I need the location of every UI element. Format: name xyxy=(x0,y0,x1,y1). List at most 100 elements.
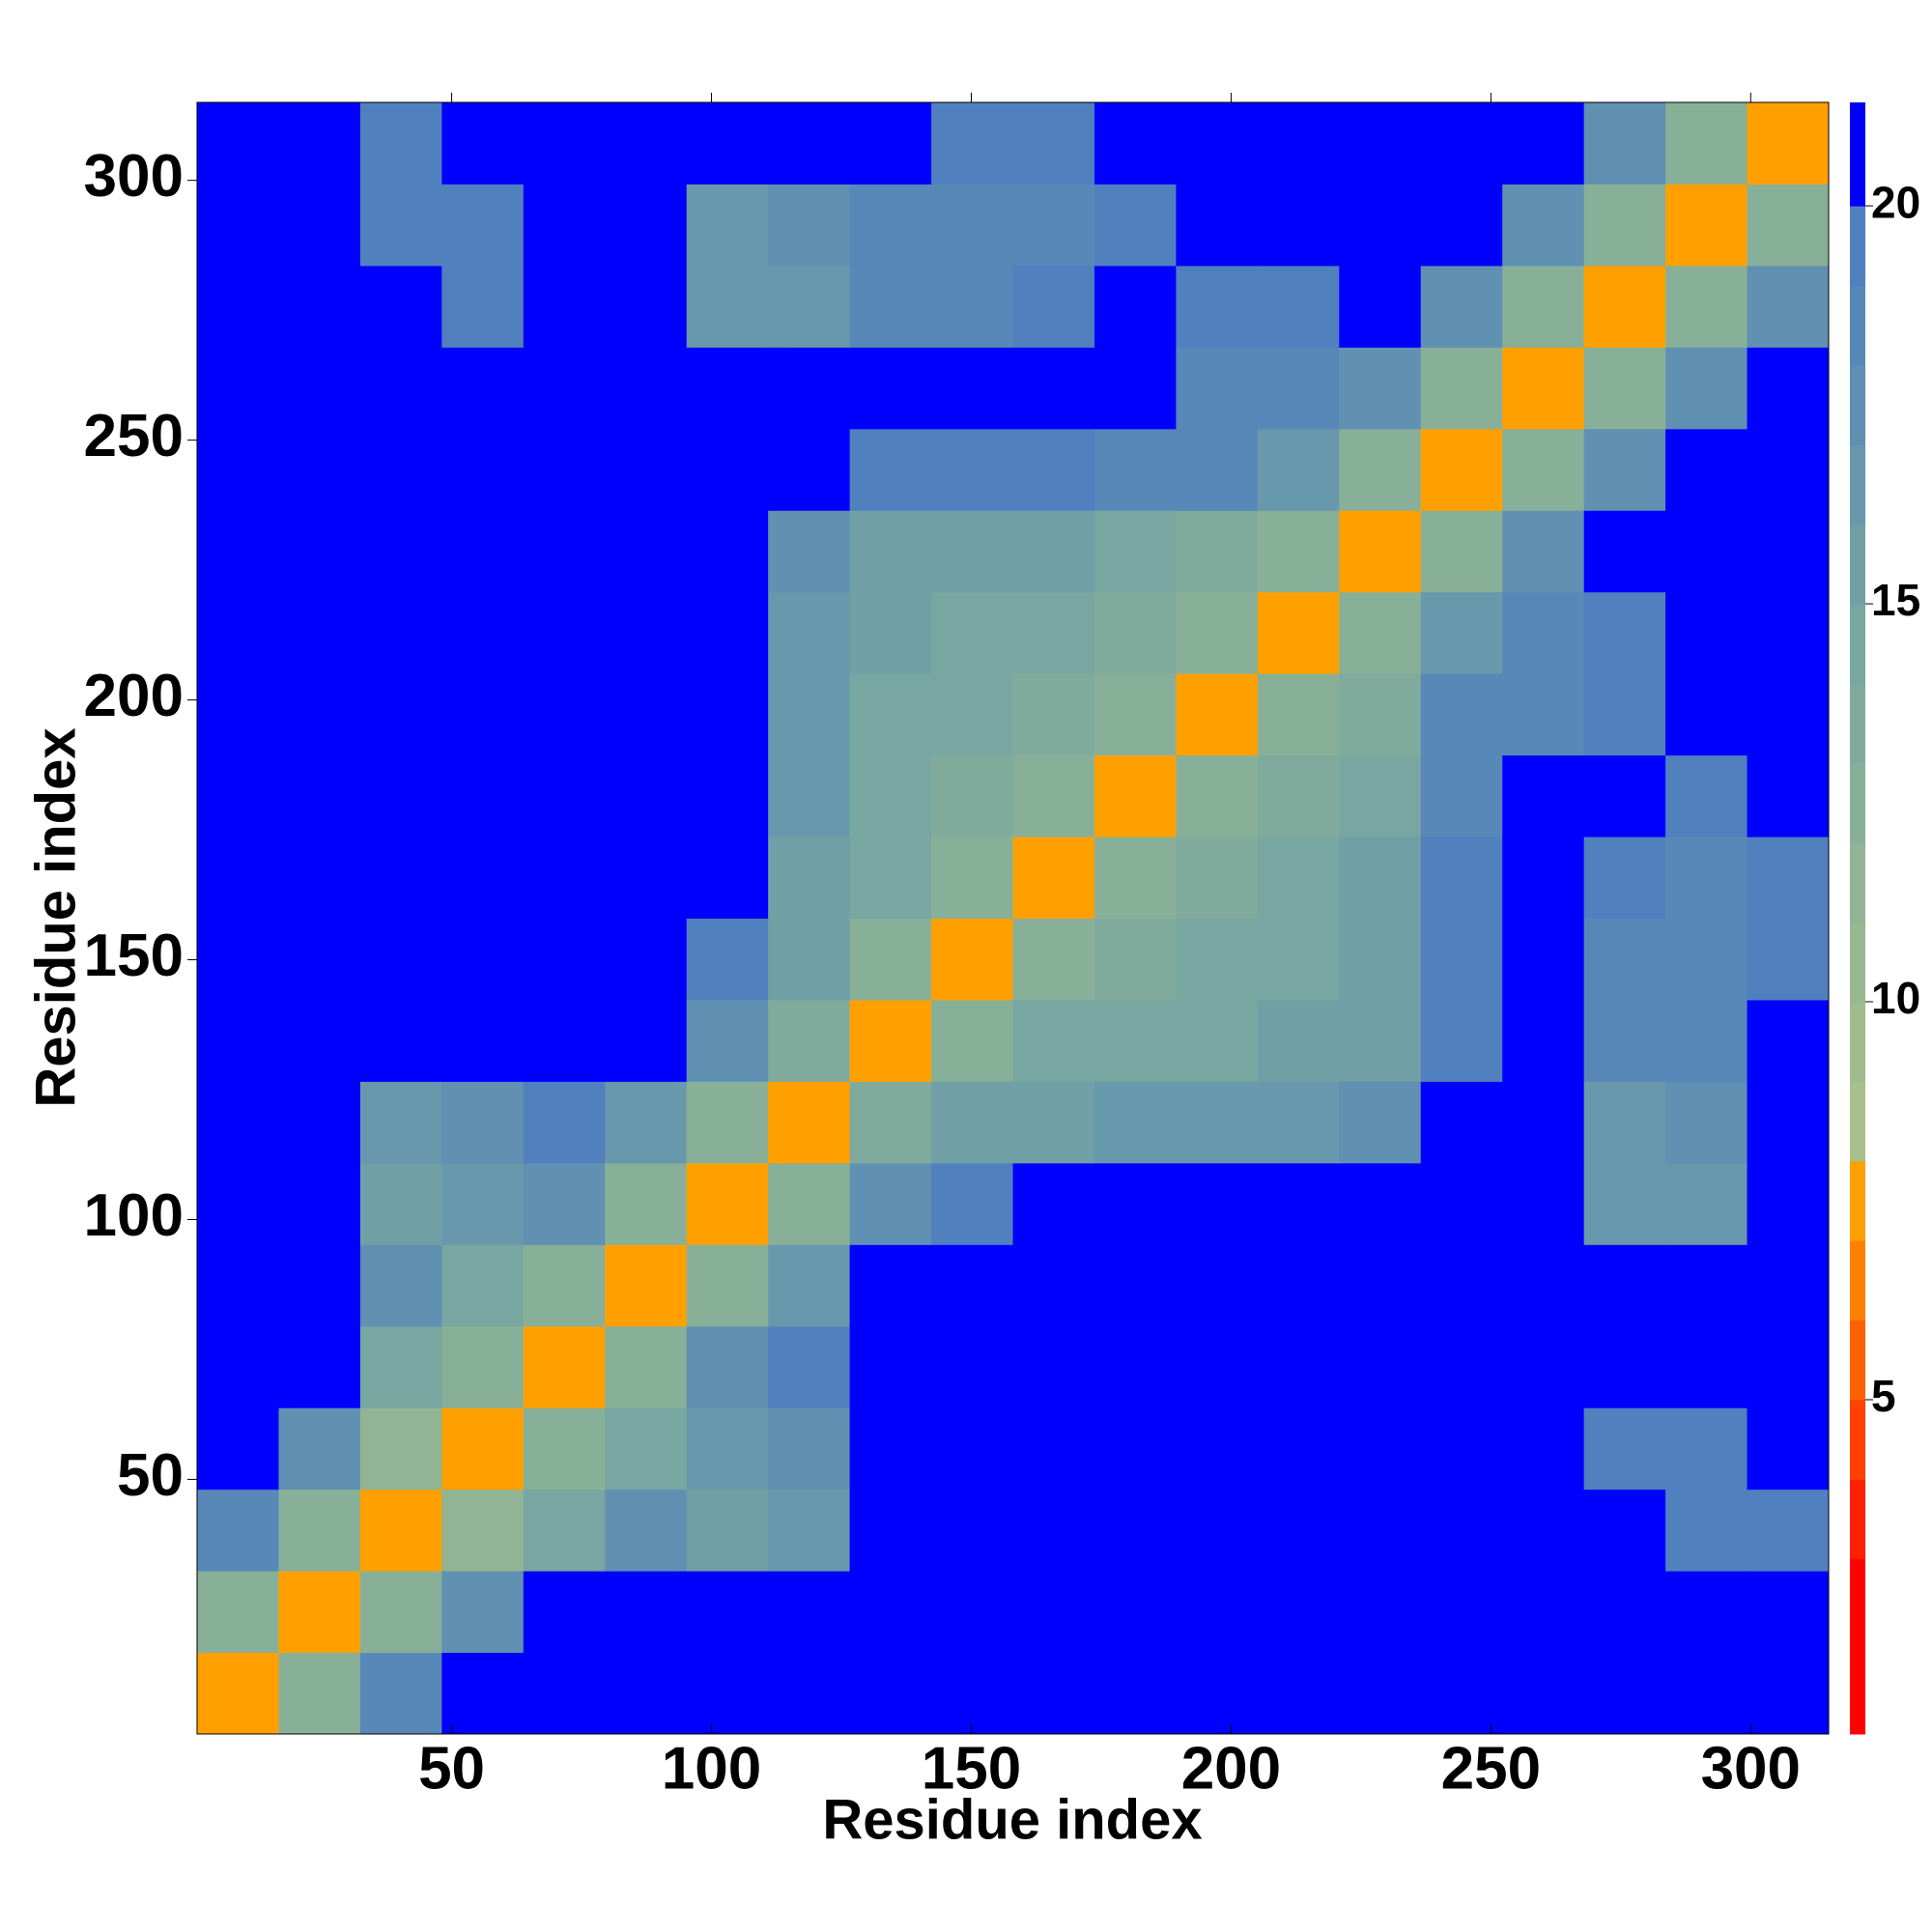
colorbar-band xyxy=(1850,604,1865,684)
heatmap-cell xyxy=(1176,1489,1259,1572)
y-tick-label: 100 xyxy=(84,1182,184,1249)
heatmap-cell xyxy=(1094,510,1177,593)
heatmap-cell xyxy=(931,673,1013,756)
heatmap-cell xyxy=(441,265,525,348)
heatmap-cell xyxy=(197,510,279,593)
y-tick-label: 50 xyxy=(117,1442,184,1509)
heatmap-cell xyxy=(931,1162,1013,1245)
heatmap-cell xyxy=(197,754,279,838)
colorbar-band xyxy=(1850,1160,1865,1241)
colorbar-band xyxy=(1850,683,1865,764)
heatmap-cell xyxy=(1665,999,1748,1082)
heatmap-cell xyxy=(768,918,851,1001)
heatmap-cell xyxy=(1420,754,1503,838)
heatmap-cell xyxy=(686,102,769,185)
heatmap-cell xyxy=(1176,591,1259,674)
heatmap-cell xyxy=(931,1244,1013,1327)
heatmap-cell xyxy=(1665,591,1748,674)
heatmap-cell xyxy=(1012,510,1095,593)
heatmap-cell xyxy=(1176,1571,1259,1654)
heatmap-cell xyxy=(441,1489,525,1572)
heatmap-cell xyxy=(849,1652,932,1735)
heatmap-cell xyxy=(197,347,279,430)
heatmap-cell xyxy=(1339,1407,1422,1491)
heatmap-cell xyxy=(931,837,1013,919)
heatmap-cell xyxy=(849,591,932,674)
heatmap-cell xyxy=(278,754,361,838)
heatmap-cell xyxy=(1094,673,1177,756)
heatmap-cell xyxy=(1339,837,1422,919)
heatmap-cell xyxy=(1339,265,1422,348)
heatmap-cell xyxy=(768,1571,851,1654)
heatmap-cell xyxy=(1665,265,1748,348)
heatmap-cell xyxy=(359,1489,442,1572)
heatmap-cell xyxy=(1583,428,1666,511)
heatmap-cell xyxy=(686,1244,769,1327)
heatmap-cell xyxy=(1665,918,1748,1001)
heatmap-cell xyxy=(1012,673,1095,756)
heatmap-cell xyxy=(1257,347,1340,430)
x-tick-label: 50 xyxy=(418,1735,485,1802)
heatmap-cell xyxy=(605,1571,688,1654)
heatmap-cell xyxy=(1176,1652,1259,1735)
heatmap-cell xyxy=(1176,754,1259,838)
heatmap-cell xyxy=(1257,1244,1340,1327)
heatmap-cell xyxy=(197,1244,279,1327)
heatmap-cell xyxy=(197,102,279,185)
heatmap-cell xyxy=(1665,1571,1748,1654)
heatmap-cell xyxy=(1502,1652,1585,1735)
heatmap-cell xyxy=(1094,428,1177,511)
heatmap-cell xyxy=(1339,347,1422,430)
heatmap-cell xyxy=(1257,428,1340,511)
heatmap-cell xyxy=(441,1571,525,1654)
heatmap-cell xyxy=(197,1407,279,1491)
heatmap-cell xyxy=(768,1081,851,1164)
heatmap-cell xyxy=(278,1162,361,1245)
heatmap-cell xyxy=(686,837,769,919)
heatmap-cell xyxy=(441,1652,525,1735)
heatmap-cell xyxy=(1012,1489,1095,1572)
heatmap-cell xyxy=(1420,347,1503,430)
heatmap-cell xyxy=(197,918,279,1001)
heatmap-cell xyxy=(1502,1081,1585,1164)
heatmap-cell xyxy=(849,837,932,919)
heatmap-cell xyxy=(849,999,932,1082)
heatmap-cell xyxy=(768,837,851,919)
heatmap-cell xyxy=(1094,1244,1177,1327)
heatmap-cell xyxy=(1176,428,1259,511)
heatmap-cell xyxy=(605,265,688,348)
heatmap-cell xyxy=(1420,1652,1503,1735)
heatmap-cell xyxy=(1176,837,1259,919)
colorbar-tick-label: 20 xyxy=(1871,177,1920,227)
heatmap-cell xyxy=(278,510,361,593)
heatmap-cell xyxy=(605,102,688,185)
heatmap-cell xyxy=(523,184,606,267)
heatmap-cell xyxy=(1094,265,1177,348)
heatmap-cell xyxy=(1420,1081,1503,1164)
heatmap-cell xyxy=(1583,347,1666,430)
heatmap-cell xyxy=(359,265,442,348)
heatmap-cell xyxy=(931,1489,1013,1572)
heatmap-cell xyxy=(605,1081,688,1164)
heatmap-cell xyxy=(1420,673,1503,756)
heatmap-cell xyxy=(523,1407,606,1491)
heatmap-cell xyxy=(359,510,442,593)
heatmap-cell xyxy=(278,102,361,185)
heatmap-cell xyxy=(1583,837,1666,919)
heatmap-cell xyxy=(523,754,606,838)
heatmap-cell xyxy=(1747,1407,1830,1491)
heatmap-cell xyxy=(1420,1571,1503,1654)
heatmap-cell xyxy=(1583,1162,1666,1245)
heatmap-cell xyxy=(1420,102,1503,185)
heatmap-cell xyxy=(768,265,851,348)
heatmap-cell xyxy=(278,673,361,756)
colorbar-band xyxy=(1850,1558,1865,1735)
heatmap-cell xyxy=(1583,265,1666,348)
heatmap-cell xyxy=(1257,1325,1340,1408)
heatmap-cell xyxy=(1339,1081,1422,1164)
heatmap-cell xyxy=(1012,265,1095,348)
heatmap-cell xyxy=(359,1325,442,1408)
heatmap-cell xyxy=(278,918,361,1001)
heatmap-cell xyxy=(278,1571,361,1654)
heatmap-cell xyxy=(1176,1081,1259,1164)
